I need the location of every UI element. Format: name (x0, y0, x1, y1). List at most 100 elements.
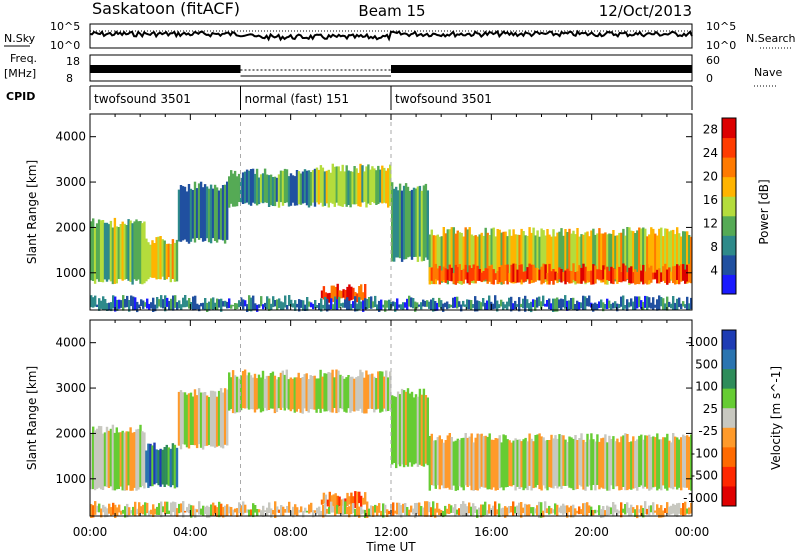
data-cell (512, 303, 515, 310)
data-cell (426, 501, 429, 517)
data-cell (379, 169, 382, 203)
data-cell (116, 299, 119, 311)
data-cell (598, 301, 601, 308)
data-cell (325, 373, 328, 412)
data-cell (668, 301, 671, 308)
data-cell (568, 436, 571, 488)
data-cell (295, 170, 299, 206)
data-cell (604, 304, 607, 309)
data-cell (688, 303, 691, 310)
data-cell (330, 285, 333, 300)
data-cell (616, 264, 619, 284)
data-cell (328, 491, 331, 508)
data-cell (375, 170, 378, 205)
data-cell (362, 497, 365, 505)
data-cell (576, 271, 579, 284)
data-cell (310, 502, 313, 513)
data-cell (189, 188, 193, 242)
data-cell (141, 431, 144, 486)
data-cell (332, 506, 335, 513)
data-cell (608, 300, 611, 309)
data-cell (500, 508, 503, 515)
data-cell (538, 433, 541, 490)
date-title: 12/Oct/2013 (599, 2, 692, 20)
data-cell (110, 507, 113, 517)
data-cell (616, 438, 619, 487)
data-cell (434, 440, 437, 489)
data-cell (658, 439, 661, 489)
data-cell (488, 504, 491, 514)
data-cell (165, 444, 168, 485)
data-cell (181, 392, 185, 445)
data-cell (341, 164, 344, 207)
data-cell (406, 186, 410, 258)
data-cell (520, 264, 523, 280)
data-cell (440, 510, 443, 516)
data-cell (142, 504, 145, 515)
data-cell (320, 298, 323, 312)
data-cell (576, 300, 579, 311)
data-cell (688, 507, 691, 515)
data-cell (98, 503, 101, 513)
data-cell (300, 299, 303, 308)
data-cell (287, 176, 291, 207)
data-cell (482, 504, 485, 517)
data-cell (92, 218, 95, 281)
data-cell (333, 166, 336, 207)
data-cell (646, 435, 649, 489)
data-cell (606, 298, 609, 309)
data-cell (514, 438, 517, 491)
data-cell (321, 376, 324, 409)
data-cell (546, 440, 549, 491)
data-cell (391, 395, 394, 465)
colorbar-swatch (722, 254, 736, 275)
data-cell (270, 508, 273, 518)
data-cell (446, 435, 449, 488)
data-cell (570, 271, 573, 284)
data-cell (145, 238, 148, 282)
data-cell (349, 376, 352, 413)
velocity-colorbar-label-text: Velocity [m s^-1] (769, 366, 783, 470)
data-cell (554, 271, 557, 280)
data-cell (202, 302, 205, 310)
data-cell (371, 373, 374, 409)
data-cell (520, 303, 523, 308)
data-cell (554, 503, 557, 515)
data-cell (262, 304, 265, 310)
data-cell (272, 296, 275, 308)
colorbar-swatch (722, 137, 736, 158)
data-cell (472, 503, 475, 516)
data-cell (344, 501, 347, 515)
data-cell (106, 508, 109, 517)
data-cell (288, 501, 291, 513)
data-cell (378, 300, 381, 312)
data-cell (672, 433, 675, 490)
colorbar-swatch (722, 466, 736, 487)
data-cell (358, 297, 361, 310)
data-cell (580, 509, 583, 514)
data-cell (264, 302, 267, 308)
data-cell (233, 375, 237, 414)
data-cell (430, 267, 433, 281)
data-cell (276, 299, 279, 310)
data-cell (341, 376, 344, 410)
data-cell (444, 268, 447, 283)
data-cell (144, 302, 147, 307)
data-cell (194, 508, 197, 518)
data-cell (184, 510, 187, 513)
data-cell (496, 271, 499, 285)
data-cell (534, 508, 537, 514)
data-cell (301, 171, 305, 204)
data-cell (606, 505, 609, 517)
data-cell (566, 232, 569, 282)
data-cell (586, 231, 589, 283)
data-cell (212, 297, 215, 310)
data-cell (241, 371, 245, 409)
data-cell (245, 375, 249, 409)
data-cell (520, 441, 523, 488)
data-cell (342, 498, 345, 507)
data-cell (99, 426, 103, 490)
data-cell (432, 440, 435, 486)
colorbar-swatch (722, 176, 736, 197)
data-cell (394, 510, 397, 514)
